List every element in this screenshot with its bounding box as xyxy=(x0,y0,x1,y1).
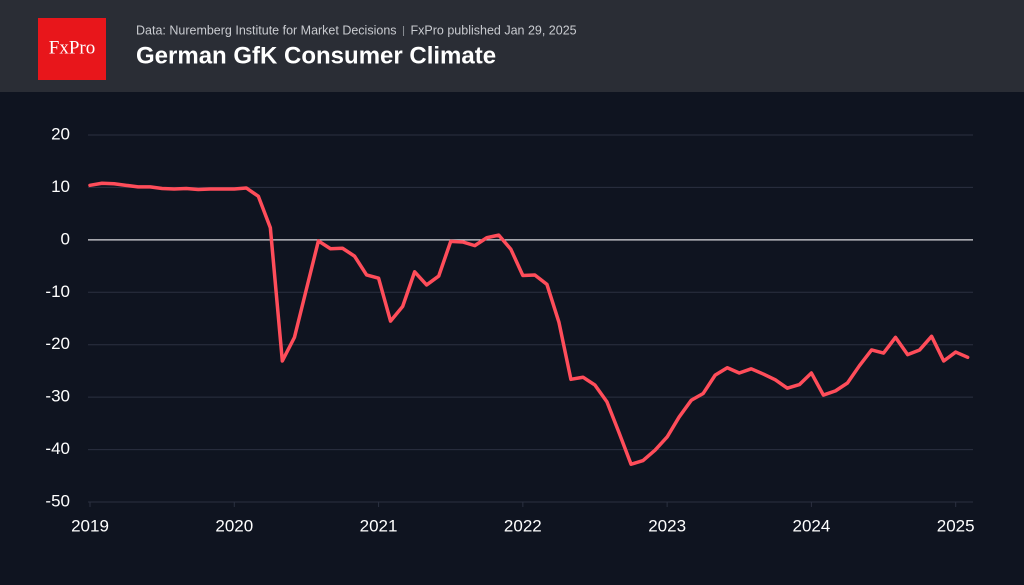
logo: FxPro xyxy=(49,37,95,58)
x-tick-label: 2025 xyxy=(937,516,975,535)
y-tick-label: -30 xyxy=(45,387,70,406)
x-tick-label: 2022 xyxy=(504,516,542,535)
y-tick-label: 20 xyxy=(51,124,70,143)
x-tick-label: 2024 xyxy=(792,516,830,535)
x-tick-label: 2019 xyxy=(71,516,109,535)
source: Data: Nuremberg Institute for Market Dec… xyxy=(136,23,397,37)
y-tick-label: -10 xyxy=(45,282,70,301)
published: FxPro published Jan 29, 2025 xyxy=(411,23,577,37)
x-tick-label: 2020 xyxy=(215,516,253,535)
y-tick-label: -40 xyxy=(45,439,70,458)
y-tick-label: -50 xyxy=(45,491,70,510)
chart-title: German GfK Consumer Climate xyxy=(136,42,496,69)
x-tick-label: 2023 xyxy=(648,516,686,535)
data-line xyxy=(88,181,970,466)
header-band xyxy=(0,0,1024,92)
logo-box xyxy=(38,18,106,80)
x-tick-label: 2021 xyxy=(360,516,398,535)
y-tick-label: 0 xyxy=(61,229,70,248)
y-tick-label: 10 xyxy=(51,177,70,196)
y-tick-label: -20 xyxy=(45,334,70,353)
